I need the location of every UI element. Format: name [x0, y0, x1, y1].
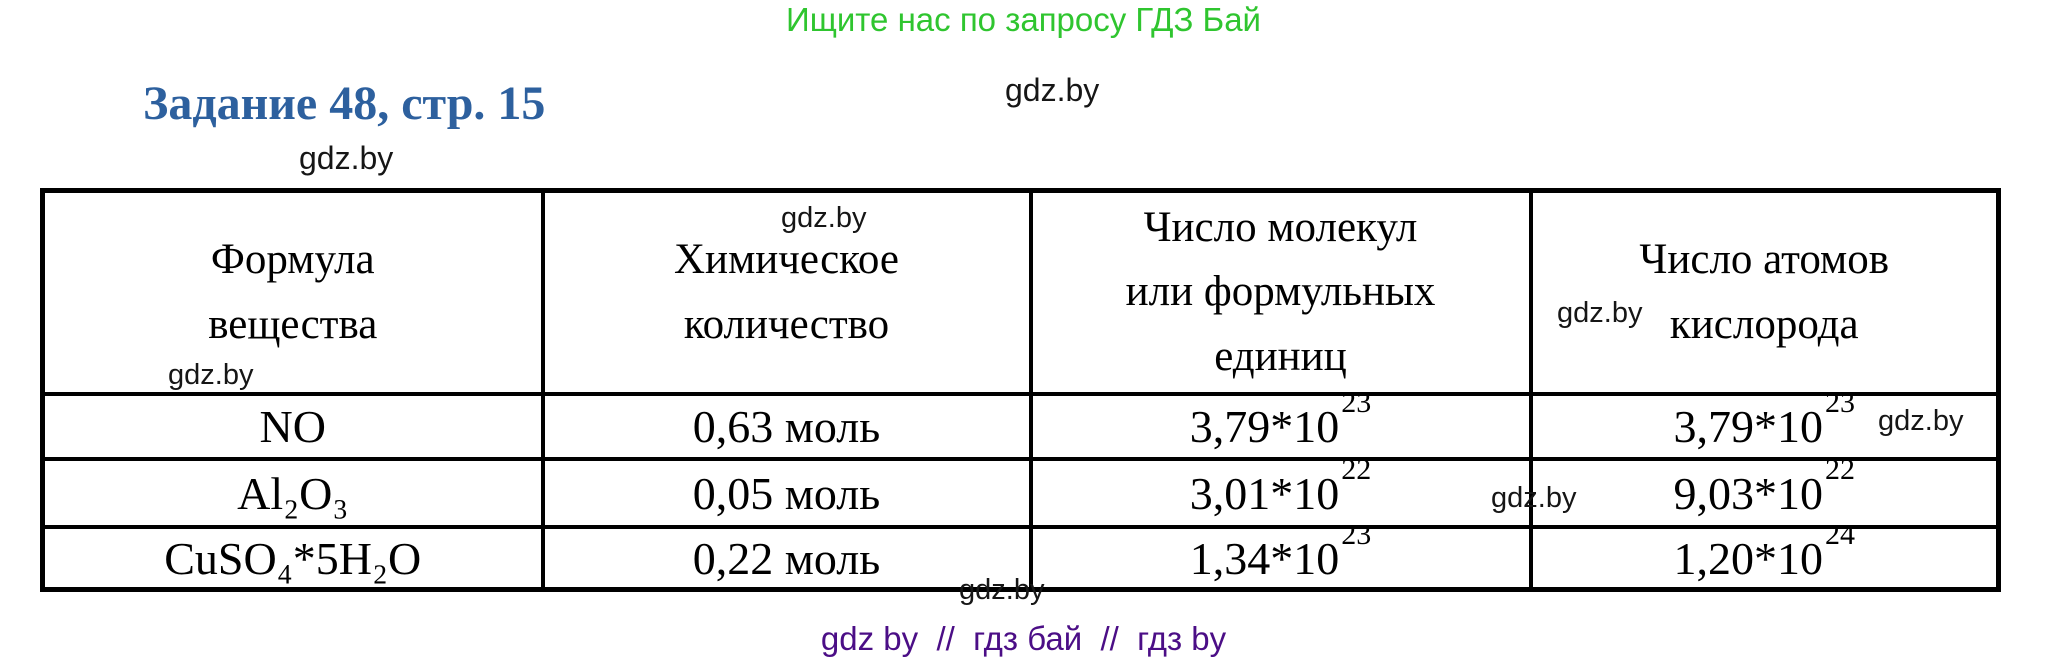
oxygen-atoms-value: 3,79*10: [1673, 401, 1824, 452]
table-row: CuSO₄*5H₂O 0,22 моль 1,34*1023 1,20*1024: [40, 525, 2001, 592]
table-row: Al₂O₃ 0,05 моль 3,01*1022 9,03*1022: [40, 457, 2001, 529]
gdzby-watermark: gdz.by: [781, 202, 867, 234]
header-cell-formula: Формула вещества: [40, 188, 545, 396]
molecules-value: 1,34*10: [1189, 532, 1340, 584]
gdzby-watermark: gdz.by: [299, 140, 394, 176]
gdzby-watermark: gdz.by: [1005, 72, 1100, 108]
results-table: Формула вещества Химическое количество Ч…: [40, 188, 2001, 592]
header-label: Число молекул или формульных единиц: [1125, 203, 1436, 380]
table-row: NO 0,63 моль 3,79*1023 3,79*1023: [40, 392, 2001, 461]
cell-formula: NO: [40, 392, 545, 461]
header-label: Формула вещества: [208, 236, 378, 348]
cell-amount: 0,05 моль: [540, 457, 1033, 529]
gdzby-watermark: gdz.by: [1491, 482, 1577, 514]
cell-formula: Al₂O₃: [40, 457, 545, 529]
exponent: 23: [1825, 394, 1855, 420]
formula-value: Al₂O₃: [237, 467, 349, 519]
exponent: 24: [1825, 527, 1855, 551]
cell-molecules: 3,01*1022: [1028, 457, 1533, 529]
header-cell-oxygen-atoms: Число атомов кислорода: [1528, 188, 2001, 396]
amount-value: 0,63 моль: [692, 401, 881, 452]
exponent: 23: [1341, 527, 1372, 551]
exponent: 22: [1825, 459, 1855, 486]
oxygen-atoms-value: 1,20*10: [1673, 532, 1824, 584]
oxygen-atoms-value: 9,03*10: [1673, 467, 1824, 519]
header-cell-amount: Химическое количество: [540, 188, 1033, 396]
formula-value: CuSO₄*5H₂O: [164, 532, 422, 584]
cell-oxygen-atoms: 3,79*1023: [1528, 392, 2001, 461]
cell-oxygen-atoms: 9,03*1022: [1528, 457, 2001, 529]
header-label: Число атомов кислорода: [1639, 236, 1890, 348]
promo-banner: Ищите нас по запросу ГДЗ Бай: [786, 1, 1261, 38]
cell-formula: CuSO₄*5H₂O: [40, 525, 545, 592]
page-title: Задание 48, стр. 15: [143, 77, 546, 130]
molecules-value: 3,79*10: [1189, 401, 1340, 452]
gdzby-watermark: gdz.by: [959, 574, 1045, 606]
table-header-row: Формула вещества Химическое количество Ч…: [40, 188, 2001, 396]
molecules-value: 3,01*10: [1189, 467, 1340, 519]
amount-value: 0,22 моль: [692, 532, 881, 584]
amount-value: 0,05 моль: [692, 467, 881, 519]
formula-value: NO: [259, 401, 326, 452]
header-label: Химическое количество: [674, 236, 899, 348]
cell-oxygen-atoms: 1,20*1024: [1528, 525, 2001, 592]
exponent: 23: [1341, 394, 1372, 420]
cell-molecules: 1,34*1023: [1028, 525, 1533, 592]
footer-keywords: gdz by // гдз бай // гдз by: [820, 620, 1227, 657]
exponent: 22: [1341, 459, 1372, 486]
cell-amount: 0,63 моль: [540, 392, 1033, 461]
cell-molecules: 3,79*1023: [1028, 392, 1533, 461]
gdzby-watermark: gdz.by: [168, 359, 254, 391]
cell-amount: 0,22 моль: [540, 525, 1033, 592]
header-cell-molecules: Число молекул или формульных единиц: [1028, 188, 1533, 396]
gdzby-watermark: gdz.by: [1557, 297, 1643, 329]
gdzby-watermark: gdz.by: [1878, 405, 1964, 437]
